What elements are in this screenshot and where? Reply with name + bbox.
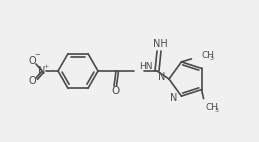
Text: HN: HN [139, 61, 153, 70]
Text: N: N [170, 93, 177, 103]
Text: O: O [28, 56, 36, 66]
Text: N: N [38, 66, 46, 76]
Text: O: O [111, 86, 119, 96]
Text: CH: CH [202, 51, 214, 60]
Text: CH: CH [206, 103, 219, 112]
Text: NH: NH [153, 39, 167, 49]
Text: N: N [158, 72, 165, 82]
Text: −: − [34, 52, 40, 58]
Text: +: + [43, 63, 48, 68]
Text: O: O [28, 76, 36, 86]
Text: 3: 3 [214, 108, 218, 113]
Text: 3: 3 [210, 56, 214, 61]
